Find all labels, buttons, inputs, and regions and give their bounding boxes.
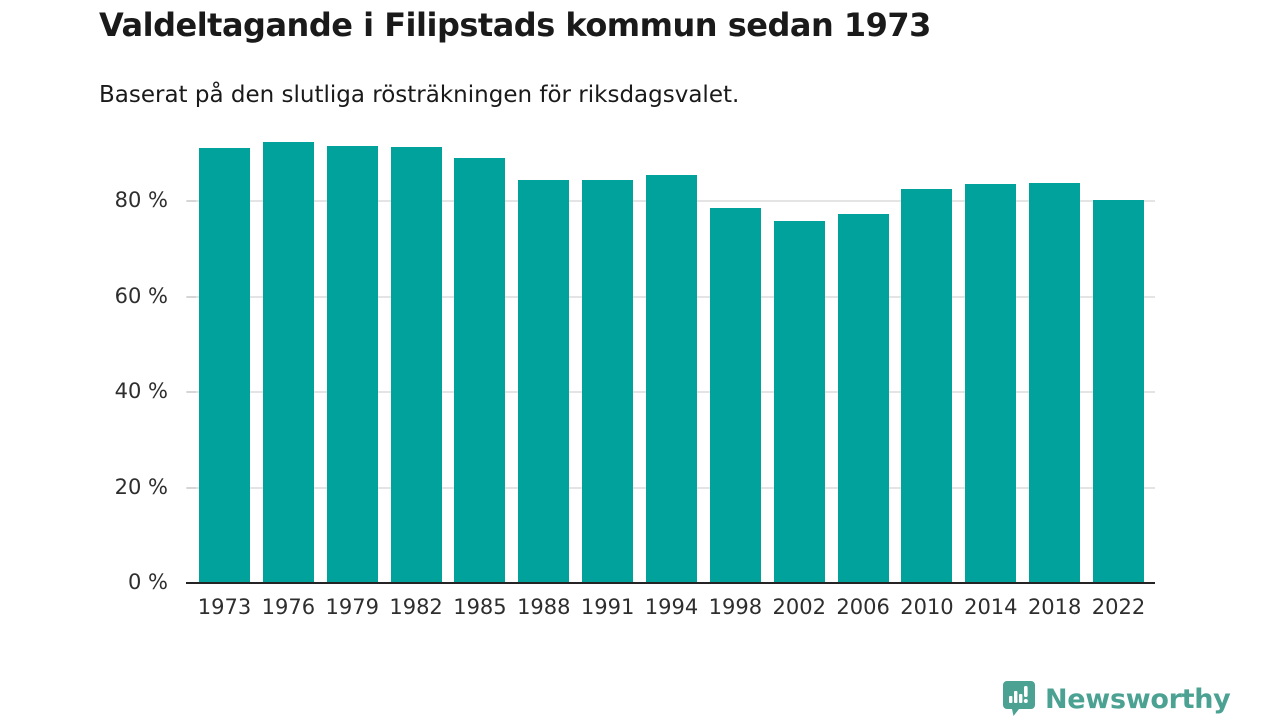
bar-1991 bbox=[582, 179, 634, 583]
y-tick-mark-20 bbox=[187, 486, 196, 489]
x-tick-label-2006: 2006 bbox=[836, 595, 890, 619]
chart-subtitle: Baserat på den slutliga rösträkningen fö… bbox=[99, 82, 740, 108]
x-tick-label-1991: 1991 bbox=[580, 595, 635, 619]
bar-2018 bbox=[1029, 182, 1081, 583]
bar-2014 bbox=[965, 184, 1017, 583]
bar-1988 bbox=[518, 179, 570, 583]
bar-2002 bbox=[773, 220, 825, 583]
x-tick-label-2010: 2010 bbox=[900, 595, 954, 619]
bar-1973 bbox=[199, 147, 250, 583]
bar-2022 bbox=[1093, 199, 1145, 583]
y-tick-label-0: 0 % bbox=[128, 570, 168, 594]
y-tick-label-40: 40 % bbox=[114, 379, 168, 403]
newsworthy-logo-text: Newsworthy bbox=[1045, 683, 1231, 715]
y-tick-label-80: 80 % bbox=[114, 188, 168, 212]
bar-1982 bbox=[390, 146, 442, 583]
chart-title: Valdeltagande i Filipstads kommun sedan … bbox=[99, 6, 931, 44]
x-tick-label-2002: 2002 bbox=[772, 595, 826, 619]
x-tick-label-2022: 2022 bbox=[1091, 595, 1146, 619]
x-tick-label-2018: 2018 bbox=[1027, 595, 1082, 619]
x-tick-label-1988: 1988 bbox=[517, 595, 571, 619]
x-tick-label-2014: 2014 bbox=[964, 595, 1018, 619]
x-tick-label-1982: 1982 bbox=[389, 595, 443, 619]
x-tick-label-1976: 1976 bbox=[261, 595, 316, 619]
bar-1994 bbox=[646, 175, 698, 583]
bar-1979 bbox=[326, 146, 378, 583]
bar-2006 bbox=[837, 213, 889, 583]
bar-2010 bbox=[901, 189, 953, 583]
newsworthy-logo: Newsworthy bbox=[1002, 680, 1231, 718]
x-axis-line bbox=[186, 582, 1155, 584]
x-tick-label-1994: 1994 bbox=[644, 595, 699, 619]
y-tick-mark-40 bbox=[187, 391, 196, 393]
bar-1976 bbox=[262, 141, 314, 583]
x-tick-label-1973: 1973 bbox=[197, 595, 252, 619]
y-tick-label-60: 60 % bbox=[114, 283, 168, 308]
y-tick-label-20: 20 % bbox=[114, 474, 168, 499]
y-tick-mark-60 bbox=[187, 295, 196, 298]
y-tick-mark-80 bbox=[187, 200, 196, 202]
bar-1985 bbox=[454, 157, 506, 583]
x-tick-label-1985: 1985 bbox=[453, 595, 507, 619]
newsworthy-speech-bubble-chart-icon bbox=[1002, 680, 1036, 718]
bar-1998 bbox=[709, 208, 761, 583]
x-tick-label-1979: 1979 bbox=[325, 595, 379, 619]
x-tick-label-1998: 1998 bbox=[708, 595, 763, 619]
